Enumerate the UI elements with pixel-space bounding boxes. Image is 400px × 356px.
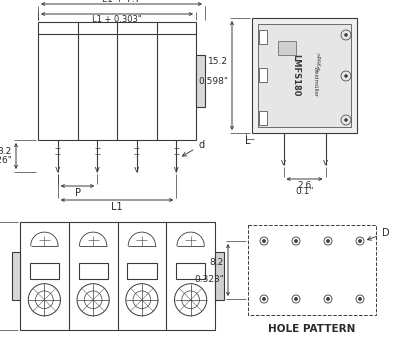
Text: D: D [368, 228, 390, 240]
Bar [259, 68, 267, 82]
Bar [30, 263, 59, 279]
Bar [78, 263, 108, 279]
Circle shape [344, 74, 348, 78]
Text: 0.126": 0.126" [0, 156, 12, 165]
Bar [259, 111, 267, 125]
Text: L: L [244, 136, 250, 146]
Circle shape [344, 33, 348, 37]
Text: 0.1": 0.1" [295, 188, 314, 197]
Circle shape [359, 240, 361, 242]
Text: HOLE PATTERN: HOLE PATTERN [268, 324, 356, 334]
Text: 15.2: 15.2 [208, 57, 228, 66]
Circle shape [359, 298, 361, 300]
Circle shape [295, 240, 297, 242]
Bar [38, 22, 196, 140]
Bar [248, 225, 376, 315]
Text: P: P [74, 188, 80, 198]
Bar [20, 222, 215, 330]
Circle shape [327, 240, 329, 242]
Text: L1: L1 [111, 202, 123, 212]
Bar [215, 252, 224, 300]
Text: L1 + 7.7: L1 + 7.7 [102, 0, 141, 4]
Bar [12, 252, 20, 300]
Bar [176, 263, 205, 279]
Text: L1 + 0.303": L1 + 0.303" [92, 16, 142, 25]
Bar [258, 24, 351, 127]
Circle shape [327, 298, 329, 300]
Text: LMFS180: LMFS180 [292, 54, 301, 97]
Circle shape [344, 119, 348, 121]
Bar [259, 30, 267, 44]
Text: 0.598": 0.598" [198, 77, 228, 86]
Bar [127, 263, 156, 279]
Text: d: d [182, 140, 204, 156]
Circle shape [295, 298, 297, 300]
Text: >PAK<: >PAK< [315, 52, 320, 72]
Circle shape [263, 240, 265, 242]
Circle shape [263, 298, 265, 300]
Text: 8.2: 8.2 [210, 258, 224, 267]
Bar [196, 55, 205, 107]
Text: Weidmüller: Weidmüller [312, 66, 318, 97]
Text: 0.323": 0.323" [194, 274, 224, 283]
Text: 2.6: 2.6 [297, 180, 312, 189]
Text: 3.2: 3.2 [0, 147, 12, 156]
Bar [278, 41, 296, 55]
Bar [252, 18, 357, 133]
